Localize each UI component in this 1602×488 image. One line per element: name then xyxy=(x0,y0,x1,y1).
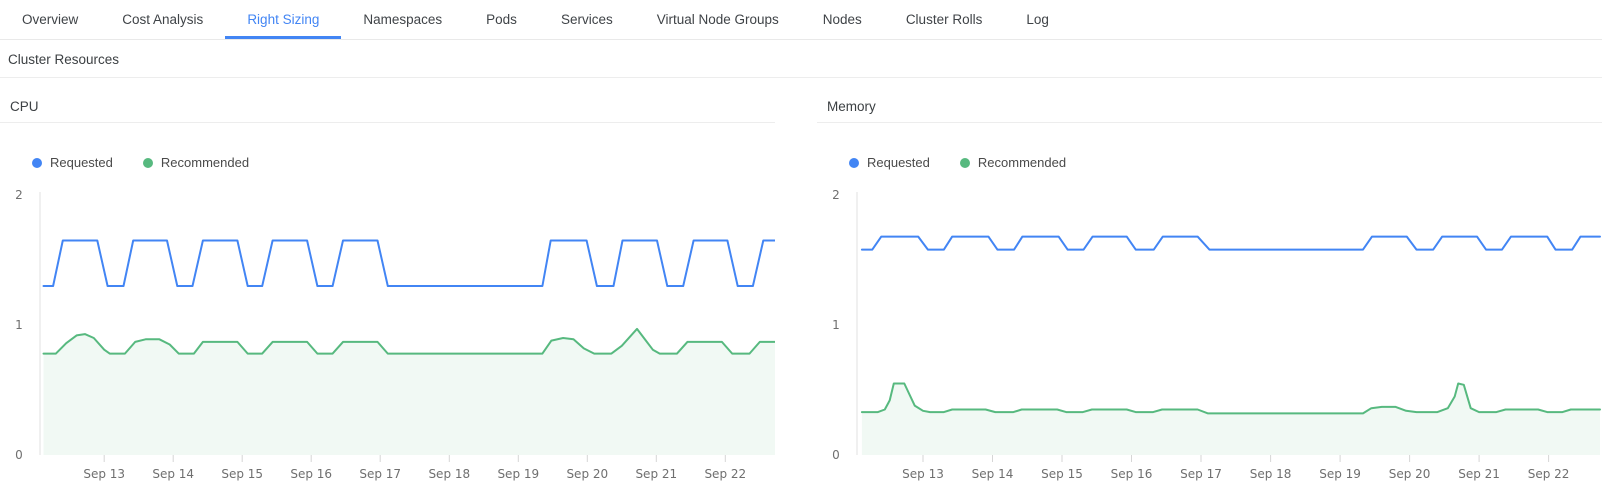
svg-text:Sep 13: Sep 13 xyxy=(83,467,125,481)
svg-text:Sep 16: Sep 16 xyxy=(290,467,332,481)
svg-text:Sep 19: Sep 19 xyxy=(497,467,539,481)
svg-text:0: 0 xyxy=(15,448,23,462)
legend-label: Requested xyxy=(867,155,930,170)
tab-virtual-node-groups[interactable]: Virtual Node Groups xyxy=(656,12,779,27)
requested-dot-icon xyxy=(849,157,859,168)
tab-cluster-rolls[interactable]: Cluster Rolls xyxy=(905,12,983,27)
svg-text:Sep 17: Sep 17 xyxy=(1180,467,1222,481)
tab-right-sizing[interactable]: Right Sizing xyxy=(225,0,342,39)
memory-legend-recommended[interactable]: Recommended xyxy=(959,155,1067,170)
cpu-chart-legend: Requested Recommended xyxy=(32,155,775,170)
svg-text:Sep 20: Sep 20 xyxy=(566,467,608,481)
cpu-legend-recommended[interactable]: Recommended xyxy=(142,155,250,170)
legend-label: Requested xyxy=(50,155,113,170)
memory-chart-card: Memory Requested Recommended 0 1 2 Sep 13 Se… xyxy=(817,97,1602,482)
tab-log[interactable]: Log xyxy=(1026,12,1049,27)
memory-chart-canvas: 0 1 2 Sep 13 Sep 14 Sep 15 Sep 16 Sep 17 Sep 18 S… xyxy=(832,188,1601,481)
tab-nodes[interactable]: Nodes xyxy=(822,12,862,27)
tab-cost-analysis[interactable]: Cost Analysis xyxy=(122,12,204,27)
cpu-chart-canvas: 0 1 2 Sep 13 Sep 14 Sep 15 Sep 16 Sep 17 Sep 18 S… xyxy=(15,188,775,481)
svg-text:Sep 14: Sep 14 xyxy=(152,467,194,481)
charts-row: CPU Requested Recommended 0 1 2 Sep 13 Sep 1… xyxy=(0,97,1602,482)
recommended-dot-icon xyxy=(959,157,970,168)
cpu-chart-title: CPU xyxy=(0,97,775,123)
svg-text:Sep 14: Sep 14 xyxy=(972,467,1014,481)
requested-dot-icon xyxy=(32,157,42,168)
tab-namespaces[interactable]: Namespaces xyxy=(363,12,443,27)
svg-text:Sep 15: Sep 15 xyxy=(1041,467,1083,481)
svg-text:Sep 20: Sep 20 xyxy=(1389,467,1431,481)
svg-text:Sep 16: Sep 16 xyxy=(1111,467,1153,481)
memory-chart-title: Memory xyxy=(817,97,1602,123)
svg-text:Sep 18: Sep 18 xyxy=(1250,467,1292,481)
svg-text:Sep 13: Sep 13 xyxy=(902,467,944,481)
svg-text:Sep 17: Sep 17 xyxy=(359,467,401,481)
svg-text:2: 2 xyxy=(15,188,23,202)
svg-text:1: 1 xyxy=(15,318,23,332)
cluster-resources-header: Cluster Resources xyxy=(0,40,1602,78)
svg-text:Sep 21: Sep 21 xyxy=(635,467,677,481)
svg-text:2: 2 xyxy=(832,188,840,202)
svg-text:0: 0 xyxy=(832,448,840,462)
tab-services[interactable]: Services xyxy=(560,12,613,27)
svg-text:Sep 18: Sep 18 xyxy=(428,467,470,481)
memory-chart-legend: Requested Recommended xyxy=(849,155,1602,170)
svg-text:1: 1 xyxy=(832,318,840,332)
tab-bar: Overview Cost Analysis Right Sizing Name… xyxy=(0,0,1602,40)
legend-label: Recommended xyxy=(160,155,250,170)
tab-pods[interactable]: Pods xyxy=(486,12,517,27)
recommended-dot-icon xyxy=(142,157,153,168)
cpu-chart-card: CPU Requested Recommended 0 1 2 Sep 13 Sep 1… xyxy=(0,97,775,482)
cpu-legend-requested[interactable]: Requested xyxy=(32,155,113,170)
svg-text:Sep 15: Sep 15 xyxy=(221,467,263,481)
legend-label: Recommended xyxy=(977,155,1067,170)
svg-text:Sep 19: Sep 19 xyxy=(1319,467,1361,481)
svg-text:Sep 22: Sep 22 xyxy=(704,467,746,481)
section-title: Cluster Resources xyxy=(8,52,120,67)
tab-overview[interactable]: Overview xyxy=(22,12,79,27)
memory-legend-requested[interactable]: Requested xyxy=(849,155,930,170)
svg-text:Sep 22: Sep 22 xyxy=(1528,467,1570,481)
svg-text:Sep 21: Sep 21 xyxy=(1458,467,1500,481)
